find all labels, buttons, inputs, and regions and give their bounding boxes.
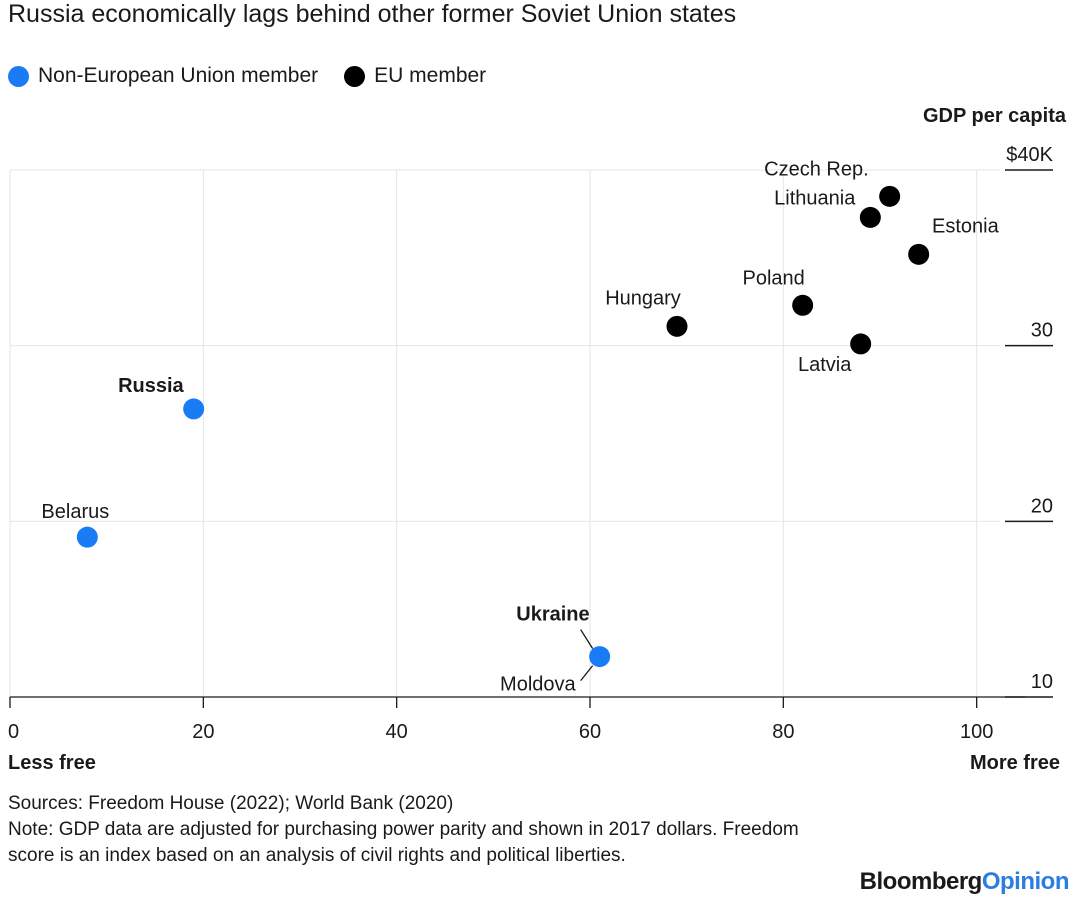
data-point: [666, 315, 688, 337]
point-label: Lithuania: [774, 187, 856, 209]
x-tick-label: 80: [772, 721, 794, 743]
y-axis-title: GDP per capita: [923, 105, 1067, 127]
point-label: Poland: [743, 267, 805, 289]
legend-item-eu: EU member: [344, 64, 486, 88]
y-tick-label: 10: [1031, 671, 1053, 693]
y-tick-label: 30: [1031, 320, 1053, 342]
point-label: Czech Rep.: [764, 158, 869, 180]
data-point: [183, 398, 205, 420]
legend-item-non-eu: Non-European Union member: [8, 64, 318, 88]
y-tick-label: 20: [1031, 495, 1053, 517]
leader-line: [580, 665, 594, 682]
data-point: [850, 333, 872, 355]
sources-text: Sources: Freedom House (2022); World Ban…: [8, 793, 454, 814]
data-point: [859, 206, 881, 228]
x-axis-left-label: Less free: [8, 752, 96, 774]
footer: Sources: Freedom House (2022); World Ban…: [8, 791, 838, 869]
data-point: [908, 243, 930, 265]
x-tick-label: 40: [386, 721, 408, 743]
brand-logo: BloombergOpinion: [859, 868, 1070, 896]
legend-label-eu: EU member: [374, 64, 487, 87]
y-tick-label: $40K: [1006, 144, 1053, 166]
legend-swatch-eu: [344, 65, 366, 87]
data-point: [879, 185, 901, 207]
point-label: Russia: [118, 375, 184, 397]
legend-label-non-eu: Non-European Union member: [38, 64, 319, 87]
point-label: Latvia: [798, 354, 852, 376]
x-axis-right-label: More free: [969, 752, 1060, 774]
x-tick-label: 60: [579, 721, 601, 743]
point-label: Ukraine: [516, 604, 589, 626]
legend: Non-European Union member EU member: [8, 64, 512, 88]
data-point: [792, 294, 814, 316]
point-label: Hungary: [605, 287, 681, 309]
x-tick-label: 100: [960, 721, 993, 743]
chart-title: Russia economically lags behind other fo…: [8, 0, 737, 28]
x-tick-label: 0: [8, 721, 19, 743]
point-label: Estonia: [932, 215, 1000, 237]
legend-swatch-non-eu: [8, 65, 29, 87]
data-point: [589, 646, 611, 668]
brand-part-1: Bloomberg: [859, 868, 983, 895]
data-point: [76, 526, 98, 548]
point-label: Moldova: [500, 674, 576, 696]
brand-part-2: Opinion: [981, 868, 1070, 895]
x-tick-label: 20: [192, 721, 214, 743]
point-label: Belarus: [41, 501, 109, 523]
leader-line: [580, 629, 594, 649]
note-text: Note: GDP data are adjusted for purchasi…: [8, 819, 799, 866]
